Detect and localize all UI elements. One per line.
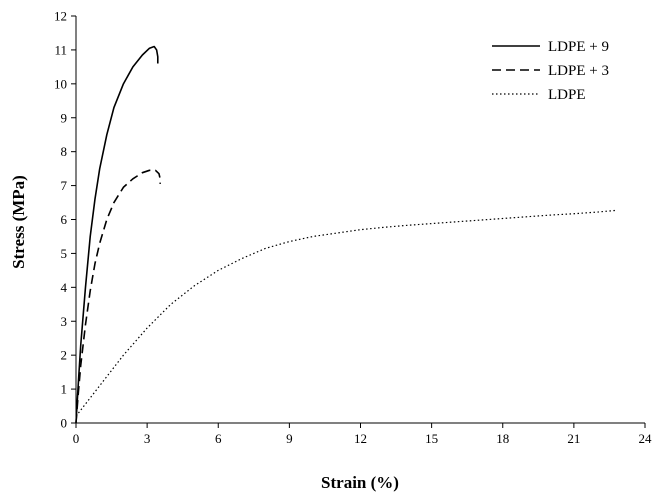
x-tick-label: 0 [73, 431, 80, 446]
y-tick-label: 4 [61, 280, 68, 295]
x-axis-ticks: 0 3 6 9 12 15 18 21 24 [73, 423, 652, 446]
y-tick-label: 0 [61, 416, 68, 431]
y-tick-label: 12 [54, 9, 67, 24]
x-tick-label: 9 [286, 431, 293, 446]
y-axis-title: Stress (MPa) [9, 175, 28, 269]
x-tick-label: 18 [496, 431, 509, 446]
legend-label-1: LDPE + 3 [548, 63, 609, 79]
y-tick-label: 8 [61, 144, 68, 159]
y-tick-label: 3 [61, 314, 68, 329]
x-tick-label: 3 [144, 431, 151, 446]
x-tick-label: 6 [215, 431, 222, 446]
y-tick-label: 9 [61, 110, 68, 125]
y-tick-label: 1 [61, 382, 68, 397]
legend-label-0: LDPE + 9 [548, 39, 609, 55]
series-layer [75, 45, 617, 424]
y-tick-label: 7 [61, 178, 68, 193]
y-tick-label: 2 [61, 348, 68, 363]
series-line-0 [75, 45, 159, 424]
y-tick-label: 5 [61, 246, 68, 261]
x-tick-label: 12 [354, 431, 367, 446]
legend-label-2: LDPE [548, 87, 586, 103]
y-tick-label: 11 [54, 42, 67, 57]
y-tick-label: 10 [54, 76, 67, 91]
y-tick-label: 6 [61, 212, 68, 227]
legend: LDPE + 9 LDPE + 3 LDPE [492, 39, 609, 103]
series-line-1 [75, 169, 161, 424]
x-tick-label: 24 [639, 431, 652, 446]
x-tick-label: 21 [567, 431, 580, 446]
x-axis-title: Strain (%) [321, 473, 399, 492]
series-line-2 [75, 209, 617, 417]
x-tick-label: 15 [425, 431, 438, 446]
